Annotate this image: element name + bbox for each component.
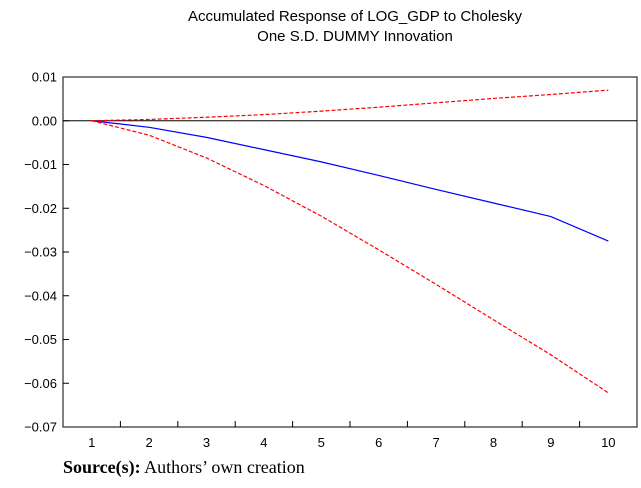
x-tick-label: 1 <box>88 435 95 450</box>
y-tick-label: −0.05 <box>24 332 57 347</box>
y-tick-label: −0.01 <box>24 157 57 172</box>
x-axis: 1 2 3 4 5 6 7 8 9 10 <box>62 421 638 450</box>
source-label: Source(s): <box>63 457 141 477</box>
x-tick-label: 10 <box>601 435 615 450</box>
x-tick-label: 5 <box>318 435 325 450</box>
series-line-1 <box>91 89 609 122</box>
chart-title-line-2: One S.D. DUMMY Innovation <box>257 28 453 45</box>
source-note: Source(s): Authors’ own creation <box>63 457 305 478</box>
x-tick-label: 9 <box>547 435 554 450</box>
plot-frame <box>62 76 638 428</box>
y-tick-label: 0.01 <box>32 70 57 85</box>
x-tick-label: 3 <box>203 435 210 450</box>
series-lines <box>91 89 609 394</box>
y-tick-label: −0.06 <box>24 376 57 391</box>
source-text: Authors’ own creation <box>144 457 305 477</box>
y-tick-label: −0.03 <box>24 245 57 260</box>
chart-title-line-1: Accumulated Response of LOG_GDP to Chole… <box>188 8 523 25</box>
y-axis: 0.01 0.00 −0.01 −0.02 −0.03 −0.04 −0.05 −0.06 −0… <box>24 70 69 435</box>
chart-svg: Accumulated Response of LOG_GDP to Chole… <box>24 8 638 450</box>
x-tick-label: 7 <box>432 435 439 450</box>
x-tick-label: 6 <box>375 435 382 450</box>
irf-chart: Accumulated Response of LOG_GDP to Chole… <box>24 8 638 450</box>
series-line-0 <box>91 120 609 242</box>
x-tick-label: 2 <box>145 435 152 450</box>
y-tick-label: −0.04 <box>24 288 57 303</box>
x-tick-label: 4 <box>260 435 267 450</box>
y-tick-label: −0.07 <box>24 420 57 435</box>
y-tick-label: −0.02 <box>24 201 57 216</box>
x-tick-label: 8 <box>490 435 497 450</box>
y-tick-label: 0.00 <box>32 113 57 128</box>
series-line-2 <box>91 120 609 394</box>
